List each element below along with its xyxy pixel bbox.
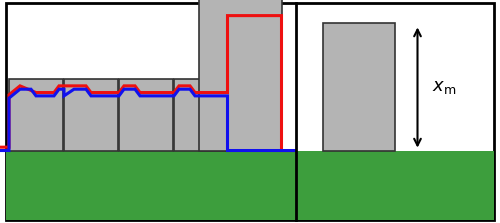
Bar [64,79,118,151]
Text: $\mathit{x}_\mathrm{m}$: $\mathit{x}_\mathrm{m}$ [432,78,457,96]
Bar [6,151,296,220]
Bar [9,79,63,151]
Bar [199,0,281,151]
Bar [296,151,494,220]
Bar [119,79,173,151]
Bar [322,23,395,151]
Bar [174,79,228,151]
